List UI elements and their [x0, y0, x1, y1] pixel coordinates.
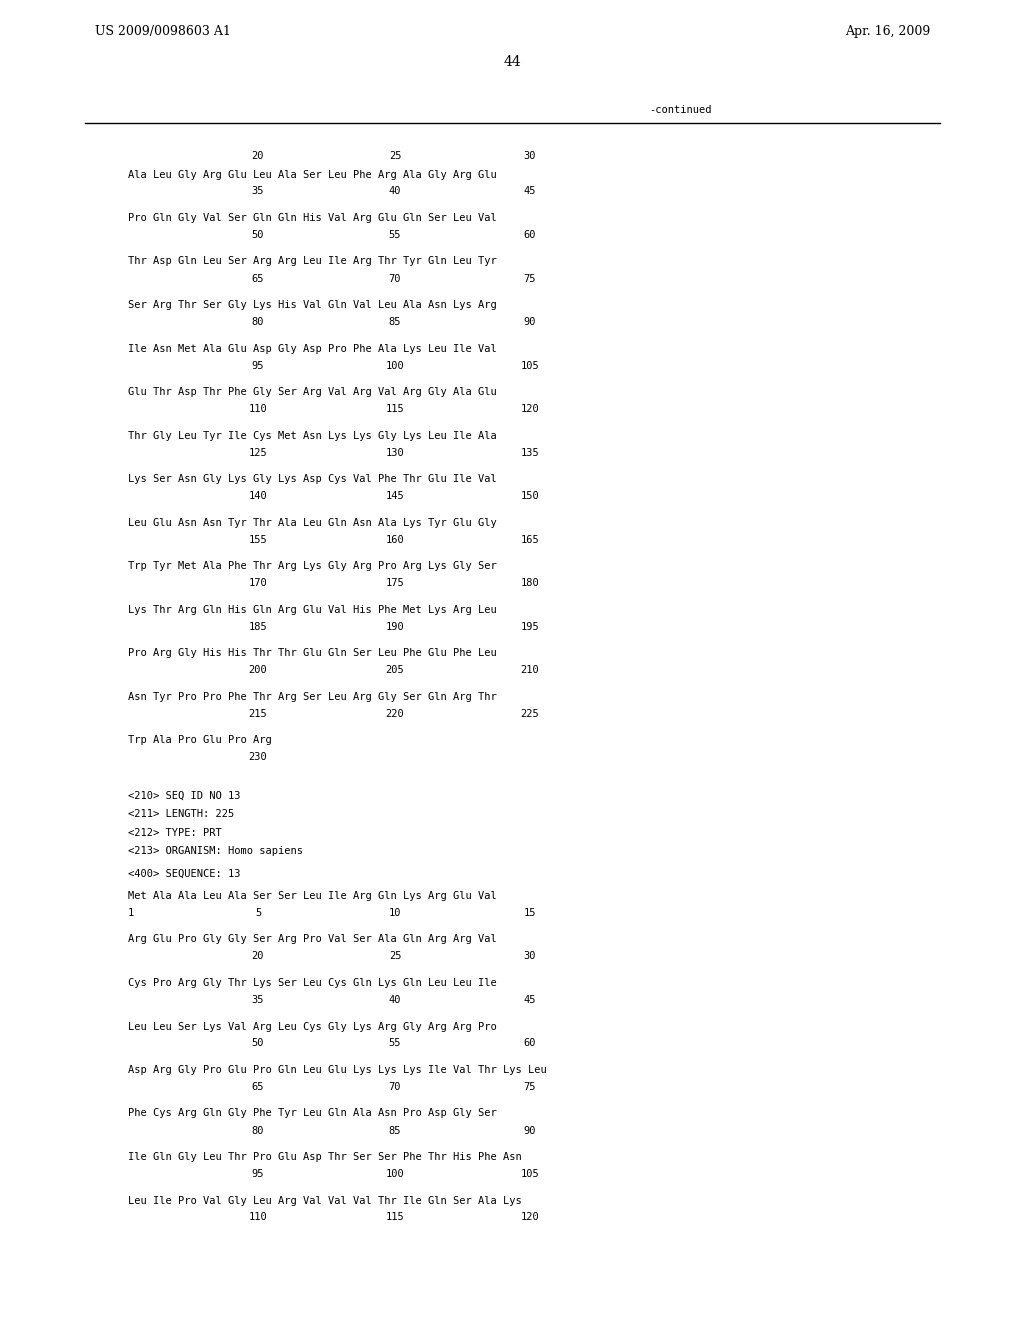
Text: 195: 195: [520, 622, 540, 631]
Text: 160: 160: [386, 535, 404, 545]
Text: 165: 165: [520, 535, 540, 545]
Text: Asn Tyr Pro Pro Phe Thr Arg Ser Leu Arg Gly Ser Gln Arg Thr: Asn Tyr Pro Pro Phe Thr Arg Ser Leu Arg …: [128, 692, 497, 701]
Text: 170: 170: [249, 578, 267, 587]
Text: 140: 140: [249, 491, 267, 502]
Text: 100: 100: [386, 1170, 404, 1179]
Text: 25: 25: [389, 952, 401, 961]
Text: 70: 70: [389, 273, 401, 284]
Text: 190: 190: [386, 622, 404, 631]
Text: 145: 145: [386, 491, 404, 502]
Text: 15: 15: [523, 908, 537, 917]
Text: 105: 105: [520, 360, 540, 371]
Text: 75: 75: [523, 1082, 537, 1092]
Text: 90: 90: [523, 317, 537, 327]
Text: 45: 45: [523, 186, 537, 197]
Text: Phe Cys Arg Gln Gly Phe Tyr Leu Gln Ala Asn Pro Asp Gly Ser: Phe Cys Arg Gln Gly Phe Tyr Leu Gln Ala …: [128, 1109, 497, 1118]
Text: 105: 105: [520, 1170, 540, 1179]
Text: 215: 215: [249, 709, 267, 718]
Text: Ser Arg Thr Ser Gly Lys His Val Gln Val Leu Ala Asn Lys Arg: Ser Arg Thr Ser Gly Lys His Val Gln Val …: [128, 300, 497, 310]
Text: 30: 30: [523, 150, 537, 161]
Text: Leu Leu Ser Lys Val Arg Leu Cys Gly Lys Arg Gly Arg Arg Pro: Leu Leu Ser Lys Val Arg Leu Cys Gly Lys …: [128, 1022, 497, 1031]
Text: Leu Ile Pro Val Gly Leu Arg Val Val Val Thr Ile Gln Ser Ala Lys: Leu Ile Pro Val Gly Leu Arg Val Val Val …: [128, 1196, 522, 1205]
Text: Ile Asn Met Ala Glu Asp Gly Asp Pro Phe Ala Lys Leu Ile Val: Ile Asn Met Ala Glu Asp Gly Asp Pro Phe …: [128, 343, 497, 354]
Text: 55: 55: [389, 230, 401, 240]
Text: Trp Ala Pro Glu Pro Arg: Trp Ala Pro Glu Pro Arg: [128, 735, 271, 744]
Text: 85: 85: [389, 1126, 401, 1135]
Text: Thr Asp Gln Leu Ser Arg Arg Leu Ile Arg Thr Tyr Gln Leu Tyr: Thr Asp Gln Leu Ser Arg Arg Leu Ile Arg …: [128, 256, 497, 267]
Text: 180: 180: [520, 578, 540, 587]
Text: 25: 25: [389, 150, 401, 161]
Text: 5: 5: [255, 908, 261, 917]
Text: 30: 30: [523, 952, 537, 961]
Text: <213> ORGANISM: Homo sapiens: <213> ORGANISM: Homo sapiens: [128, 846, 303, 855]
Text: 230: 230: [249, 752, 267, 762]
Text: 65: 65: [252, 273, 264, 284]
Text: 40: 40: [389, 995, 401, 1005]
Text: 95: 95: [252, 1170, 264, 1179]
Text: 20: 20: [252, 952, 264, 961]
Text: 155: 155: [249, 535, 267, 545]
Text: Lys Thr Arg Gln His Gln Arg Glu Val His Phe Met Lys Arg Leu: Lys Thr Arg Gln His Gln Arg Glu Val His …: [128, 605, 497, 615]
Text: 175: 175: [386, 578, 404, 587]
Text: Cys Pro Arg Gly Thr Lys Ser Leu Cys Gln Lys Gln Leu Leu Ile: Cys Pro Arg Gly Thr Lys Ser Leu Cys Gln …: [128, 978, 497, 987]
Text: 60: 60: [523, 230, 537, 240]
Text: 55: 55: [389, 1039, 401, 1048]
Text: 45: 45: [523, 995, 537, 1005]
Text: 75: 75: [523, 273, 537, 284]
Text: 115: 115: [386, 1213, 404, 1222]
Text: Ile Gln Gly Leu Thr Pro Glu Asp Thr Ser Ser Phe Thr His Phe Asn: Ile Gln Gly Leu Thr Pro Glu Asp Thr Ser …: [128, 1152, 522, 1162]
Text: 70: 70: [389, 1082, 401, 1092]
Text: 185: 185: [249, 622, 267, 631]
Text: 65: 65: [252, 1082, 264, 1092]
Text: 225: 225: [520, 709, 540, 718]
Text: 60: 60: [523, 1039, 537, 1048]
Text: 85: 85: [389, 317, 401, 327]
Text: Thr Gly Leu Tyr Ile Cys Met Asn Lys Lys Gly Lys Leu Ile Ala: Thr Gly Leu Tyr Ile Cys Met Asn Lys Lys …: [128, 430, 497, 441]
Text: <212> TYPE: PRT: <212> TYPE: PRT: [128, 828, 222, 837]
Text: -continued: -continued: [649, 106, 712, 115]
Text: 100: 100: [386, 360, 404, 371]
Text: 110: 110: [249, 1213, 267, 1222]
Text: 80: 80: [252, 1126, 264, 1135]
Text: 44: 44: [503, 55, 521, 69]
Text: Glu Thr Asp Thr Phe Gly Ser Arg Val Arg Val Arg Gly Ala Glu: Glu Thr Asp Thr Phe Gly Ser Arg Val Arg …: [128, 387, 497, 397]
Text: Pro Arg Gly His His Thr Thr Glu Gln Ser Leu Phe Glu Phe Leu: Pro Arg Gly His His Thr Thr Glu Gln Ser …: [128, 648, 497, 657]
Text: 50: 50: [252, 1039, 264, 1048]
Text: 40: 40: [389, 186, 401, 197]
Text: 150: 150: [520, 491, 540, 502]
Text: 220: 220: [386, 709, 404, 718]
Text: Asp Arg Gly Pro Glu Pro Gln Leu Glu Lys Lys Lys Ile Val Thr Lys Leu: Asp Arg Gly Pro Glu Pro Gln Leu Glu Lys …: [128, 1065, 547, 1074]
Text: 35: 35: [252, 995, 264, 1005]
Text: <400> SEQUENCE: 13: <400> SEQUENCE: 13: [128, 869, 241, 879]
Text: Trp Tyr Met Ala Phe Thr Arg Lys Gly Arg Pro Arg Lys Gly Ser: Trp Tyr Met Ala Phe Thr Arg Lys Gly Arg …: [128, 561, 497, 572]
Text: 120: 120: [520, 1213, 540, 1222]
Text: 135: 135: [520, 447, 540, 458]
Text: 125: 125: [249, 447, 267, 458]
Text: 110: 110: [249, 404, 267, 414]
Text: Met Ala Ala Leu Ala Ser Ser Leu Ile Arg Gln Lys Arg Glu Val: Met Ala Ala Leu Ala Ser Ser Leu Ile Arg …: [128, 891, 497, 902]
Text: Lys Ser Asn Gly Lys Gly Lys Asp Cys Val Phe Thr Glu Ile Val: Lys Ser Asn Gly Lys Gly Lys Asp Cys Val …: [128, 474, 497, 484]
Text: 210: 210: [520, 665, 540, 675]
Text: 50: 50: [252, 230, 264, 240]
Text: 10: 10: [389, 908, 401, 917]
Text: 115: 115: [386, 404, 404, 414]
Text: Leu Glu Asn Asn Tyr Thr Ala Leu Gln Asn Ala Lys Tyr Glu Gly: Leu Glu Asn Asn Tyr Thr Ala Leu Gln Asn …: [128, 517, 497, 528]
Text: 95: 95: [252, 360, 264, 371]
Text: US 2009/0098603 A1: US 2009/0098603 A1: [95, 25, 230, 38]
Text: 80: 80: [252, 317, 264, 327]
Text: 130: 130: [386, 447, 404, 458]
Text: <210> SEQ ID NO 13: <210> SEQ ID NO 13: [128, 791, 241, 800]
Text: Apr. 16, 2009: Apr. 16, 2009: [845, 25, 930, 38]
Text: 20: 20: [252, 150, 264, 161]
Text: 90: 90: [523, 1126, 537, 1135]
Text: Ala Leu Gly Arg Glu Leu Ala Ser Leu Phe Arg Ala Gly Arg Glu: Ala Leu Gly Arg Glu Leu Ala Ser Leu Phe …: [128, 169, 497, 180]
Text: 120: 120: [520, 404, 540, 414]
Text: Arg Glu Pro Gly Gly Ser Arg Pro Val Ser Ala Gln Arg Arg Val: Arg Glu Pro Gly Gly Ser Arg Pro Val Ser …: [128, 935, 497, 945]
Text: Pro Gln Gly Val Ser Gln Gln His Val Arg Glu Gln Ser Leu Val: Pro Gln Gly Val Ser Gln Gln His Val Arg …: [128, 213, 497, 223]
Text: 200: 200: [249, 665, 267, 675]
Text: 1: 1: [128, 908, 134, 917]
Text: <211> LENGTH: 225: <211> LENGTH: 225: [128, 809, 234, 818]
Text: 205: 205: [386, 665, 404, 675]
Text: 35: 35: [252, 186, 264, 197]
